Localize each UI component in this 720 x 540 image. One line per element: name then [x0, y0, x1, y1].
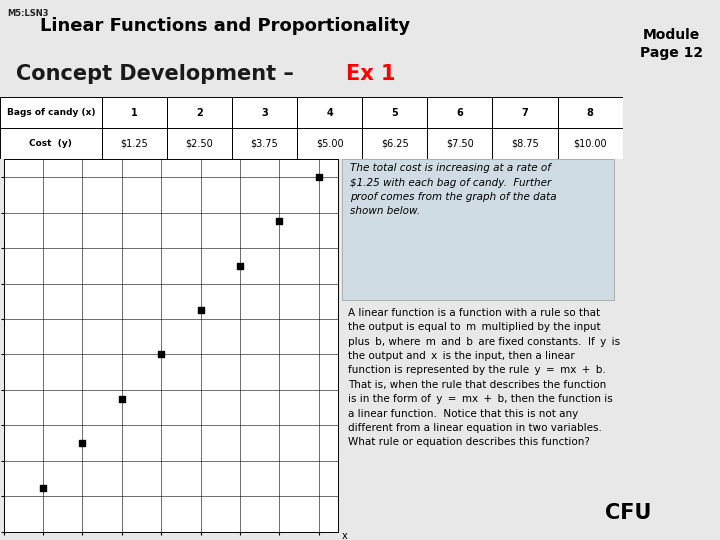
Bar	[342, 159, 614, 300]
Bar	[0, 97, 102, 128]
Point	[37, 483, 49, 492]
Text: $3.75: $3.75	[251, 139, 279, 149]
Text: 8: 8	[587, 107, 594, 118]
Text: M5:LSN3: M5:LSN3	[7, 9, 49, 18]
Text: Module
Page 12: Module Page 12	[640, 28, 703, 60]
Bar	[102, 97, 166, 128]
Bar	[232, 97, 297, 128]
Text: 3: 3	[261, 107, 268, 118]
Text: 7: 7	[522, 107, 528, 118]
Bar	[557, 128, 623, 159]
Text: Bags of candy (x): Bags of candy (x)	[6, 108, 95, 117]
Bar	[102, 128, 166, 159]
Text: The total cost is increasing at a rate of
$1.25 with each bag of candy.  Further: The total cost is increasing at a rate o…	[351, 163, 557, 217]
Text: 4: 4	[326, 107, 333, 118]
Bar	[557, 97, 623, 128]
Bar	[297, 97, 362, 128]
Text: $2.50: $2.50	[185, 139, 213, 149]
Text: $5.00: $5.00	[316, 139, 343, 149]
Bar	[492, 97, 557, 128]
Text: 2: 2	[196, 107, 202, 118]
Text: Cost  (y): Cost (y)	[30, 139, 72, 148]
Bar	[362, 97, 427, 128]
Point	[274, 217, 285, 226]
Bar	[0, 128, 102, 159]
Point	[76, 439, 88, 448]
Text: Ex 1: Ex 1	[346, 64, 395, 84]
Bar	[362, 128, 427, 159]
Point	[313, 173, 325, 181]
Point	[116, 395, 127, 403]
Text: Concept Development –: Concept Development –	[16, 64, 301, 84]
Bar	[232, 128, 297, 159]
Bar	[427, 128, 492, 159]
Text: CFU: CFU	[605, 503, 652, 523]
Bar	[492, 128, 557, 159]
Text: 6: 6	[456, 107, 463, 118]
Text: A linear function is a function with a rule so that
the output is equal to  m  m: A linear function is a function with a r…	[348, 308, 620, 447]
Bar	[166, 128, 232, 159]
Point	[195, 306, 207, 314]
Point	[156, 350, 167, 359]
Text: 1: 1	[131, 107, 138, 118]
Text: $8.75: $8.75	[511, 139, 539, 149]
Bar	[297, 128, 362, 159]
Text: $7.50: $7.50	[446, 139, 474, 149]
Text: $10.00: $10.00	[573, 139, 607, 149]
Text: $6.25: $6.25	[381, 139, 409, 149]
Point	[234, 261, 246, 270]
Text: 5: 5	[392, 107, 398, 118]
Text: Linear Functions and Proportionality: Linear Functions and Proportionality	[40, 17, 410, 35]
Text: $1.25: $1.25	[120, 139, 148, 149]
Bar	[427, 97, 492, 128]
Bar	[166, 97, 232, 128]
Text: x: x	[342, 531, 348, 540]
